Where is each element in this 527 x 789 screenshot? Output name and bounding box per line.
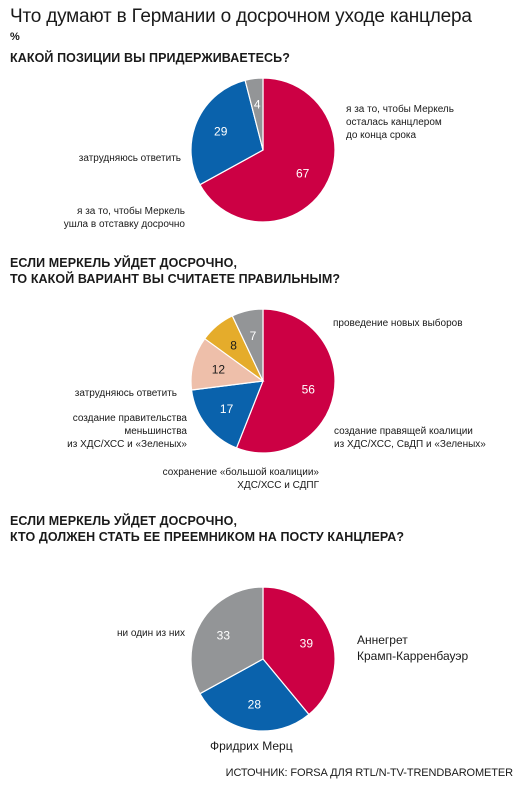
pie-opinion-slice-1 — [190, 79, 264, 186]
unit-label: % — [10, 31, 20, 43]
pie-option-value-4: 7 — [250, 329, 257, 343]
pie2-label-coalition: создание правящей коалиции из ХДС/ХСС, С… — [334, 426, 486, 450]
pie-option-value-0: 56 — [302, 383, 316, 397]
pie2-label-minority: создание правительства меньшинства из ХД… — [67, 413, 187, 450]
pie2-label-undecided: затрудняюсь ответить — [74, 388, 177, 399]
pie-successor-slice-1 — [199, 658, 310, 732]
pie-opinion-value-0: 67 — [296, 166, 310, 180]
pie2-label-grand-coalition: сохранение «большой коалиции» ХДС/ХСС и … — [162, 467, 319, 491]
pie-option-value-1: 17 — [220, 402, 234, 416]
pie-successor-value-1: 28 — [248, 697, 262, 711]
pie-opinion-value-2: 4 — [254, 97, 261, 111]
pie-opinion-slice-0 — [199, 77, 336, 223]
pie1-label-stay: я за то, чтобы Меркель осталась канцлеро… — [346, 104, 454, 141]
pie-option-slice-1 — [190, 380, 264, 449]
pie-successor-value-0: 39 — [300, 636, 314, 650]
pie-opinion-value-1: 29 — [214, 125, 228, 139]
source-note: ИСТОЧНИК: FORSA ДЛЯ RTL/N-TV-TRENDBAROME… — [225, 767, 513, 779]
chart-title: Что думают в Германии о досрочном уходе … — [10, 6, 472, 27]
question-3: ЕСЛИ МЕРКЕЛЬ УЙДЕТ ДОСРОЧНО, КТО ДОЛЖЕН … — [10, 514, 405, 544]
pie2-label-elections: проведение новых выборов — [333, 318, 463, 329]
pie-option-slice-0 — [235, 308, 336, 454]
pie-successor-value-2: 33 — [217, 629, 231, 643]
pie-option-value-2: 12 — [212, 363, 226, 377]
pie3-label-merz: Фридрих Мерц — [210, 739, 293, 753]
pie-option-slice-4 — [231, 308, 264, 382]
pie-successor-slice-2 — [190, 586, 264, 695]
pie-option-value-3: 8 — [230, 338, 237, 352]
question-1: КАКОЙ ПОЗИЦИИ ВЫ ПРИДЕРЖИВАЕТЕСЬ? — [10, 51, 290, 65]
question-2: ЕСЛИ МЕРКЕЛЬ УЙДЕТ ДОСРОЧНО, ТО КАКОЙ ВА… — [10, 256, 341, 286]
pie3-label-none: ни один из них — [116, 628, 185, 639]
pie1-label-undecided: затрудняюсь ответить — [78, 153, 181, 164]
pie1-label-resign: я за то, чтобы Меркель ушла в отставку д… — [63, 206, 185, 230]
pie3-label-akk: Аннегрет Крамп-Карренбауэр — [357, 633, 469, 663]
pie-successor-slice-0 — [262, 586, 336, 716]
pie-opinion-slice-2 — [244, 77, 264, 151]
